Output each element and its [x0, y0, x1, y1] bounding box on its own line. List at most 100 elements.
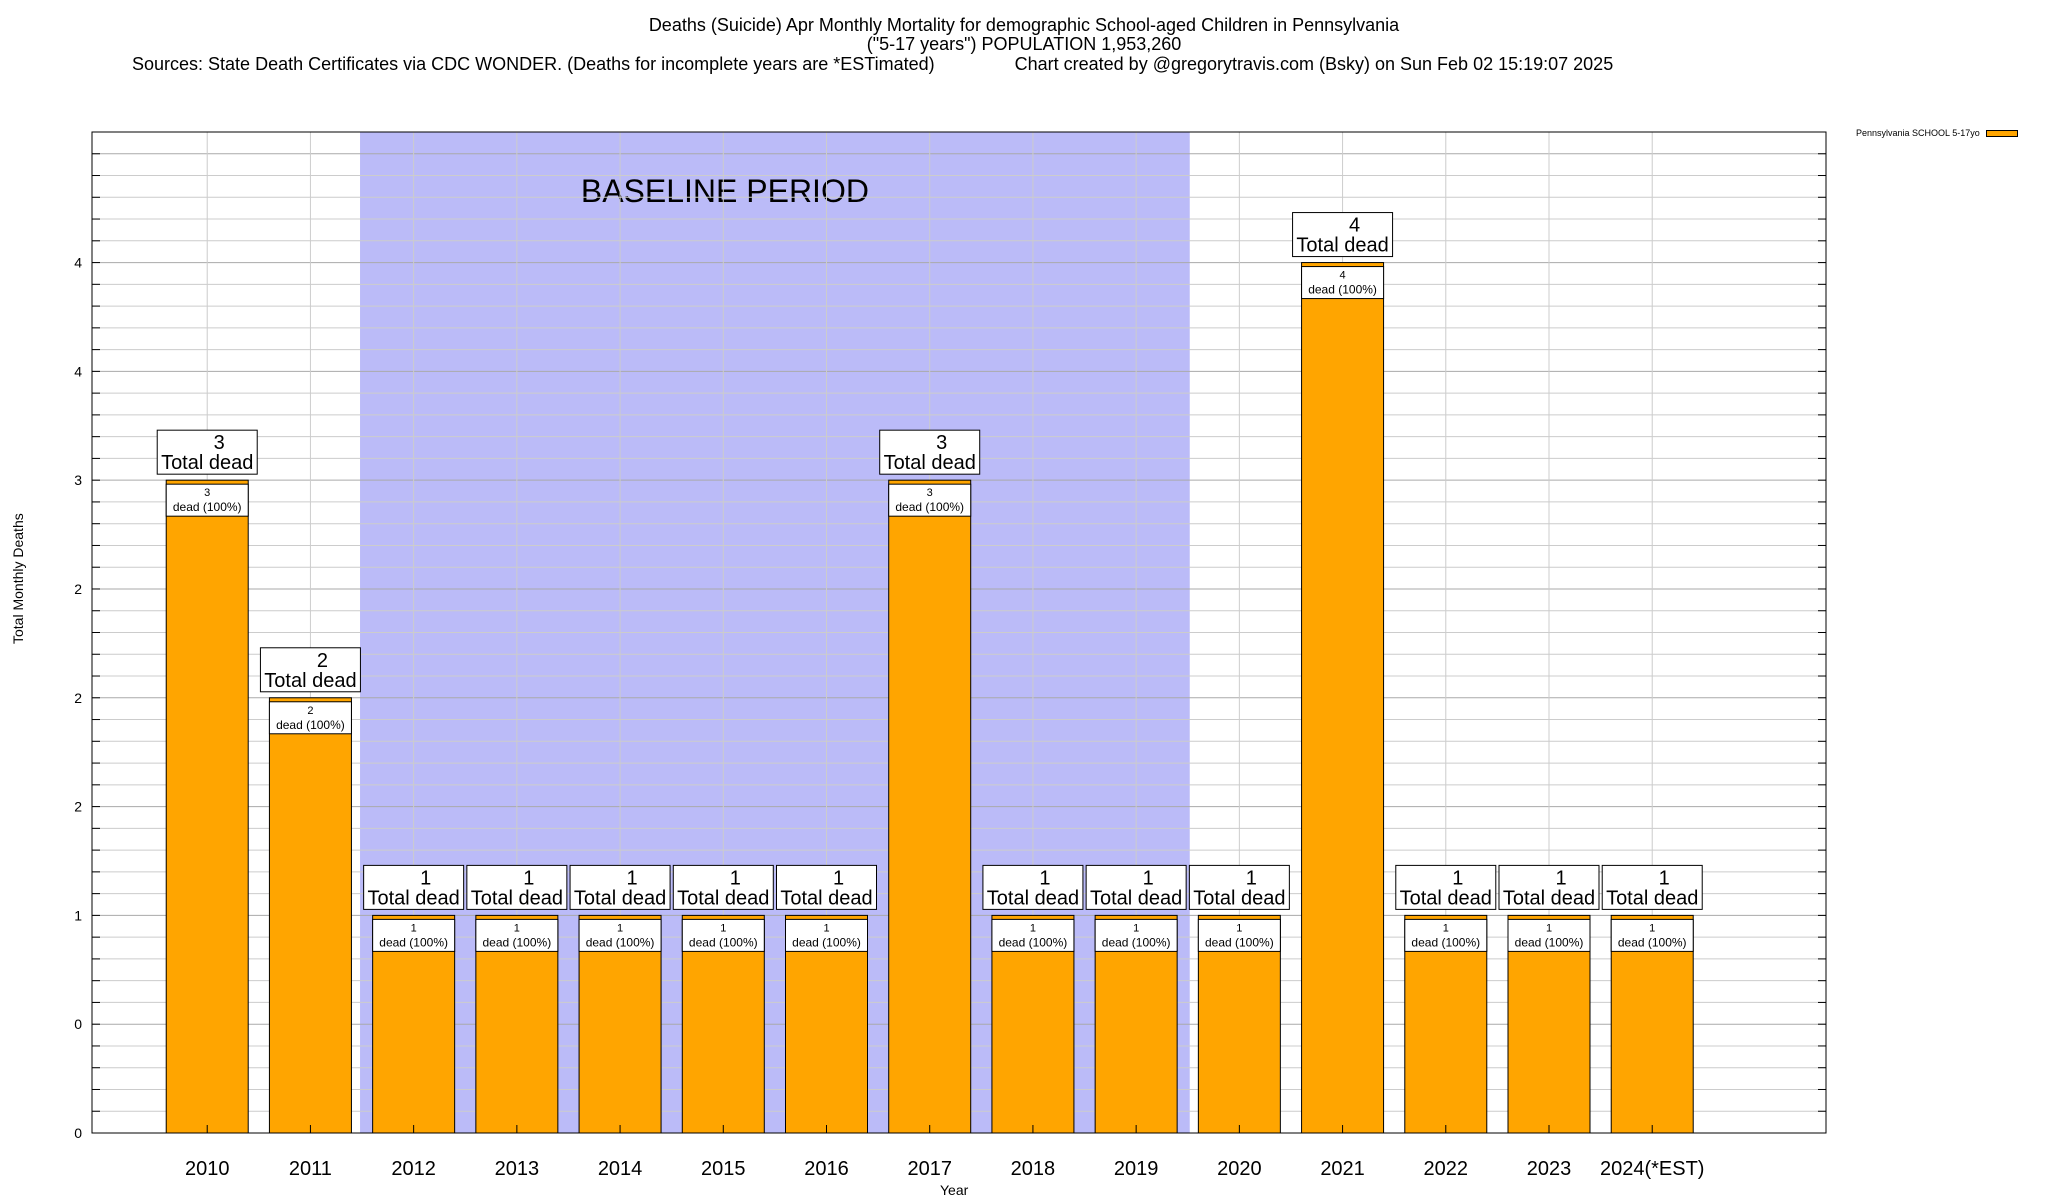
- inner-percent-label: dead (100%): [173, 500, 242, 514]
- inner-percent-label: dead (100%): [379, 935, 448, 949]
- x-tick-label: 2010: [185, 1158, 230, 1180]
- legend: Pennsylvania SCHOOL 5-17yo: [1856, 128, 2018, 138]
- inner-percent-label: dead (100%): [689, 935, 758, 949]
- total-label-box: [776, 864, 877, 910]
- x-tick-label: 2015: [701, 1158, 746, 1180]
- inner-label-box: [165, 483, 249, 517]
- inner-value-label: 1: [1546, 922, 1552, 934]
- total-dead-label: Total dead: [264, 670, 356, 692]
- inner-label-box: [1301, 266, 1385, 300]
- x-tick-label: 2024(*EST): [1600, 1158, 1705, 1180]
- inner-value-label: 1: [1443, 922, 1449, 934]
- total-dead-label: Total dead: [367, 887, 459, 909]
- inner-value-label: 1: [823, 922, 829, 934]
- inner-label-box: [888, 483, 972, 517]
- bar-2011: [268, 697, 352, 1134]
- total-value-label: 4: [1349, 215, 1360, 237]
- total-dead-label: Total dead: [1503, 887, 1595, 909]
- inner-value-label: 3: [204, 487, 210, 499]
- chart-subtitle-population: ("5-17 years") POPULATION 1,953,260: [866, 34, 1182, 54]
- inner-label-box: [1610, 918, 1694, 952]
- inner-percent-label: dead (100%): [1102, 935, 1171, 949]
- total-label-box: [569, 864, 671, 910]
- legend-label: Pennsylvania SCHOOL 5-17yo: [1856, 128, 1980, 138]
- total-dead-label: Total dead: [471, 887, 563, 909]
- inner-label-box: [1197, 918, 1281, 952]
- inner-percent-label: dead (100%): [895, 500, 964, 514]
- total-label-box: [672, 864, 774, 910]
- total-value-label: 2: [317, 650, 328, 672]
- bar-2010: [165, 479, 249, 1134]
- total-value-label: 3: [214, 432, 225, 454]
- total-value-label: 1: [627, 867, 638, 889]
- x-tick-label: 2021: [1320, 1158, 1365, 1180]
- total-value-label: 1: [1659, 867, 1670, 889]
- total-value-label: 1: [420, 867, 431, 889]
- plot-border: [91, 131, 1827, 1134]
- total-label-box: [466, 864, 568, 910]
- inner-percent-label: dead (100%): [1411, 935, 1480, 949]
- y-tick-label: 1: [74, 907, 82, 923]
- bar-2017: [888, 479, 972, 1134]
- x-axis-label: Year: [940, 1182, 969, 1198]
- inner-value-label: 3: [927, 487, 933, 499]
- total-dead-label: Total dead: [1090, 887, 1182, 909]
- total-label-box: [879, 429, 981, 475]
- total-label-box: [1395, 864, 1497, 910]
- inner-label-box: [991, 918, 1075, 952]
- x-tick-label: 2019: [1114, 1158, 1159, 1180]
- inner-value-label: 4: [1340, 270, 1346, 282]
- inner-value-label: 2: [307, 705, 313, 717]
- inner-label-box: [372, 918, 456, 952]
- inner-percent-label: dead (100%): [276, 718, 345, 732]
- inner-value-label: 1: [1649, 922, 1655, 934]
- inner-label-box: [681, 918, 765, 952]
- total-dead-label: Total dead: [780, 887, 872, 909]
- inner-percent-label: dead (100%): [1205, 935, 1274, 949]
- x-tick-label: 2011: [289, 1158, 332, 1180]
- total-value-label: 1: [730, 867, 741, 889]
- inner-percent-label: dead (100%): [999, 935, 1068, 949]
- total-label-box: [1085, 864, 1187, 910]
- x-tick-label: 2012: [391, 1158, 436, 1180]
- y-tick-label: 2: [74, 799, 82, 815]
- inner-percent-label: dead (100%): [1308, 283, 1377, 297]
- y-tick-label: 2: [74, 581, 82, 597]
- total-dead-label: Total dead: [1606, 887, 1698, 909]
- y-tick-label: 0: [74, 1016, 82, 1032]
- inner-percent-label: dead (100%): [1515, 935, 1584, 949]
- chart-title: Deaths (Suicide) Apr Monthly Mortality f…: [648, 15, 1400, 35]
- total-dead-label: Total dead: [574, 887, 666, 909]
- x-tick-label: 2018: [1011, 1158, 1056, 1180]
- inner-label-box: [578, 918, 662, 952]
- inner-value-label: 1: [1030, 922, 1036, 934]
- inner-label-box: [1507, 918, 1591, 952]
- y-tick-label: 3: [74, 472, 82, 488]
- inner-percent-label: dead (100%): [792, 935, 861, 949]
- y-tick-label: 4: [74, 255, 82, 271]
- inner-label-box: [785, 918, 868, 952]
- inner-percent-label: dead (100%): [482, 935, 551, 949]
- x-tick-label: 2014: [598, 1158, 643, 1180]
- x-tick-label: 2020: [1217, 1158, 1262, 1180]
- total-dead-label: Total dead: [161, 452, 253, 474]
- total-value-label: 1: [1555, 867, 1566, 889]
- total-label-box: [1601, 864, 1703, 910]
- inner-percent-label: dead (100%): [586, 935, 655, 949]
- total-label-box: [363, 864, 465, 910]
- total-label-box: [982, 864, 1084, 910]
- total-label-box: [1292, 212, 1394, 258]
- legend-swatch: [1985, 129, 2018, 137]
- x-tick-label: 2017: [907, 1158, 952, 1180]
- total-value-label: 1: [523, 867, 534, 889]
- inner-value-label: 1: [1133, 922, 1139, 934]
- inner-value-label: 1: [411, 922, 417, 934]
- y-tick-label: 2: [74, 690, 82, 706]
- total-dead-label: Total dead: [1400, 887, 1492, 909]
- x-tick-label: 2016: [804, 1158, 849, 1180]
- y-tick-label: 0: [74, 1125, 82, 1141]
- inner-label-box: [1404, 918, 1488, 952]
- inner-value-label: 1: [1236, 922, 1242, 934]
- total-dead-label: Total dead: [1193, 887, 1285, 909]
- y-tick-label: 4: [74, 363, 82, 379]
